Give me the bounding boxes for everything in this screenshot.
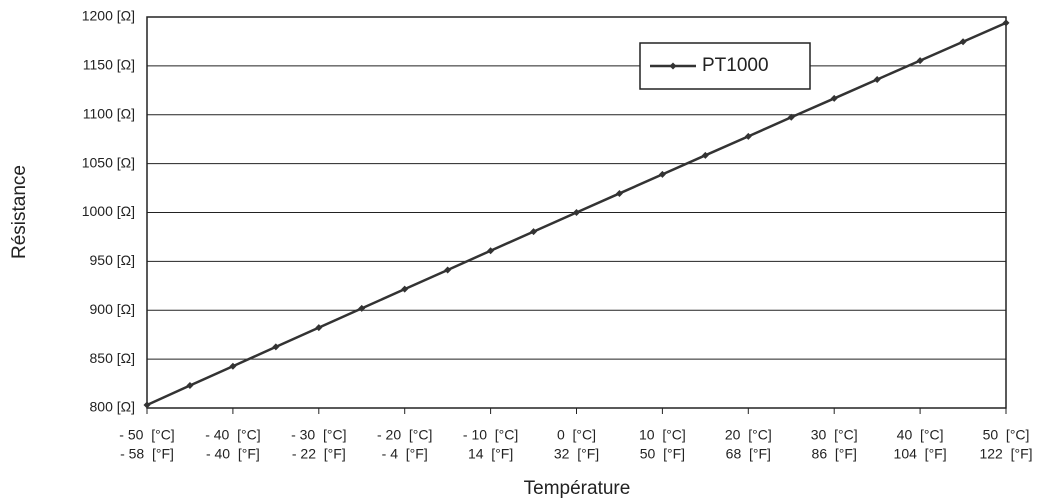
legend-marker bbox=[669, 62, 677, 70]
x-tick-label: 0 [°C] bbox=[557, 427, 596, 443]
point-marker bbox=[573, 209, 580, 216]
x2-tick-label: - 4 [°F] bbox=[382, 446, 428, 462]
point-marker bbox=[873, 75, 881, 83]
y-tick-label: 800 [Ω] bbox=[90, 399, 136, 415]
x2-tick-label: 122 [°F] bbox=[979, 446, 1032, 462]
point-marker bbox=[658, 170, 666, 178]
x-axis-title: Température bbox=[524, 478, 631, 499]
y-tick-label: 850 [Ω] bbox=[90, 350, 136, 366]
point-marker bbox=[272, 343, 280, 351]
x2-tick-label: - 40 [°F] bbox=[206, 446, 260, 462]
x2-tick-label: 32 [°F] bbox=[554, 446, 599, 462]
point-marker bbox=[229, 362, 237, 370]
plot-frame bbox=[146, 16, 1007, 409]
point-marker bbox=[530, 228, 538, 236]
x-tick-label: 50 [°C] bbox=[983, 427, 1030, 443]
x-tick-label: - 30 [°C] bbox=[291, 427, 346, 443]
x2-tick-label: 104 [°F] bbox=[894, 446, 947, 462]
y-tick-label: 950 [Ω] bbox=[90, 252, 136, 268]
point-marker bbox=[787, 113, 795, 121]
y-tick-label: 1150 [Ω] bbox=[83, 57, 135, 73]
x2-tick-label: 68 [°F] bbox=[726, 446, 771, 462]
y-tick-label: 900 [Ω] bbox=[90, 301, 136, 317]
point-marker bbox=[916, 57, 924, 65]
y-tick-label: 1050 [Ω] bbox=[82, 154, 135, 170]
point-marker bbox=[143, 401, 151, 409]
point-marker bbox=[615, 189, 623, 197]
y-tick-label: 1000 [Ω] bbox=[82, 203, 135, 219]
point-marker bbox=[1002, 19, 1010, 27]
x-tick-label: - 20 [°C] bbox=[377, 427, 432, 443]
x2-tick-label: - 22 [°F] bbox=[292, 446, 346, 462]
x-tick-label: - 10 [°C] bbox=[463, 427, 518, 443]
point-marker bbox=[444, 266, 452, 274]
point-marker bbox=[358, 304, 366, 312]
point-marker bbox=[959, 38, 967, 46]
x-tick-label: 20 [°C] bbox=[725, 427, 772, 443]
x-tick-label: - 40 [°C] bbox=[205, 427, 260, 443]
point-marker bbox=[186, 382, 194, 390]
x-tick-label: 30 [°C] bbox=[811, 427, 858, 443]
y-tick-label: 1200 [Ω] bbox=[82, 8, 135, 24]
x2-tick-label: 14 [°F] bbox=[468, 446, 513, 462]
point-marker bbox=[744, 132, 752, 140]
point-marker bbox=[401, 285, 409, 293]
point-marker bbox=[701, 151, 709, 159]
x-tick-label: 40 [°C] bbox=[897, 427, 944, 443]
x-tick-label: - 50 [°C] bbox=[119, 427, 174, 443]
point-marker bbox=[830, 94, 838, 102]
x-tick-label: 10 [°C] bbox=[639, 427, 686, 443]
point-marker bbox=[315, 324, 323, 332]
y-axis-title: Résistance bbox=[9, 165, 30, 259]
legend-label: PT1000 bbox=[702, 55, 769, 76]
x2-tick-label: 86 [°F] bbox=[812, 446, 857, 462]
x2-tick-label: 50 [°F] bbox=[640, 446, 685, 462]
y-tick-label: 1100 [Ω] bbox=[83, 105, 135, 121]
point-marker bbox=[487, 247, 495, 255]
x2-tick-label: - 58 [°F] bbox=[120, 446, 174, 462]
